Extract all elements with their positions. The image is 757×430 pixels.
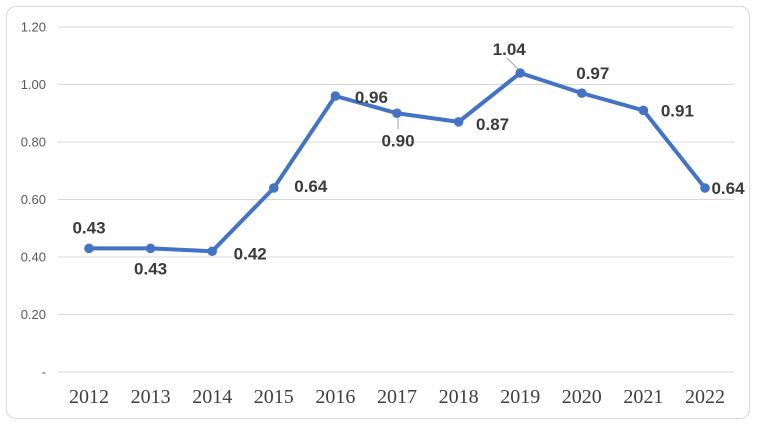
x-tick-label: 2016 <box>315 386 355 408</box>
x-tick-label: 2014 <box>192 386 232 408</box>
data-point-marker <box>392 108 402 119</box>
data-point-marker <box>330 91 341 101</box>
data-point-marker <box>453 117 464 127</box>
data-point-marker <box>207 246 217 257</box>
data-label: 0.91 <box>661 101 694 120</box>
y-tick-label: 0.60 <box>21 192 46 207</box>
data-point-marker <box>638 105 649 116</box>
data-label: 0.87 <box>476 115 509 134</box>
x-tick-label: 2012 <box>69 386 109 408</box>
y-tick-label: 0.20 <box>21 307 46 322</box>
data-label: 0.97 <box>576 64 609 83</box>
x-tick-label: 2021 <box>623 386 663 408</box>
data-point-marker <box>269 183 279 193</box>
data-point-marker <box>145 243 156 254</box>
y-tick-label: 1.20 <box>21 20 46 35</box>
x-tick-label: 2018 <box>439 386 479 408</box>
data-label: 0.64 <box>711 179 745 198</box>
x-tick-label: 2022 <box>685 386 725 408</box>
y-tick-label: 0.80 <box>21 135 46 150</box>
x-tick-label: 2020 <box>562 386 602 408</box>
x-tick-label: 2015 <box>254 386 294 408</box>
data-label: 0.43 <box>134 259 167 278</box>
data-label: 1.04 <box>493 40 527 59</box>
data-label: 0.90 <box>381 131 414 150</box>
y-tick-label: - <box>42 365 46 380</box>
data-label: 0.64 <box>294 177 328 196</box>
chart-frame <box>6 6 750 419</box>
y-tick-label: 0.40 <box>21 250 46 265</box>
x-tick-label: 2013 <box>131 386 171 408</box>
data-point-marker <box>577 88 587 98</box>
series-line <box>87 71 707 254</box>
data-point-marker <box>700 183 710 193</box>
data-label: 0.96 <box>355 88 388 107</box>
y-tick-label: 1.00 <box>21 77 46 92</box>
data-label: 0.42 <box>234 244 267 263</box>
x-tick-label: 2017 <box>377 386 417 408</box>
data-label: 0.43 <box>72 218 105 237</box>
x-tick-label: 2019 <box>500 386 540 408</box>
data-point-marker <box>515 68 525 78</box>
data-point-marker <box>84 243 94 254</box>
